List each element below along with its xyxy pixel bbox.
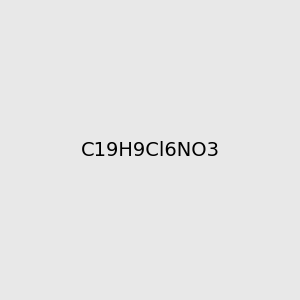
Text: C19H9Cl6NO3: C19H9Cl6NO3 [80, 140, 220, 160]
